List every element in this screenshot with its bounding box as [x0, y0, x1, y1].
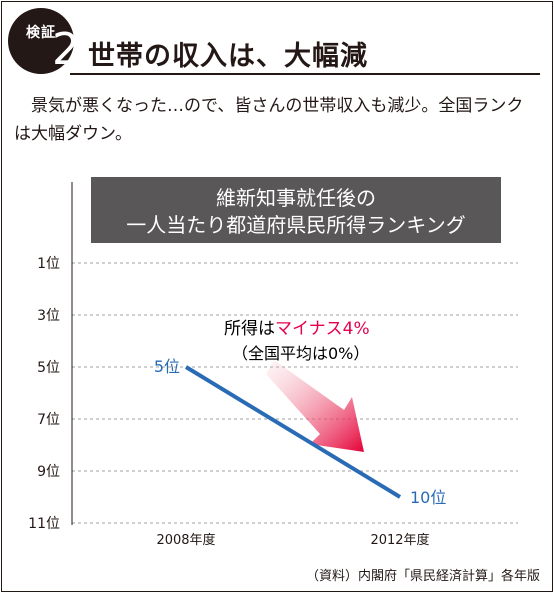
source-note: （資料）内閣府「県民経済計算」各年版 — [305, 569, 540, 584]
annotation-prefix: 所得は — [224, 319, 275, 339]
y-tick-label: 9位 — [37, 464, 60, 480]
y-tick-label: 1位 — [37, 256, 60, 272]
badge-number: 2 — [52, 24, 80, 75]
x-tick-label: 2012年度 — [370, 532, 429, 548]
series-line — [184, 365, 402, 499]
gridlines — [72, 262, 518, 524]
verification-badge: 検証 2 — [8, 8, 80, 74]
ranking-chart: 1位 3位 5位 7位 9位 11位 維新知事就任後の 一人当たり都道府県民所得ランキング… — [8, 152, 544, 584]
y-axis: 1位 3位 5位 7位 9位 11位 — [28, 182, 73, 532]
x-axis-labels: 2008年度 2012年度 — [156, 532, 429, 548]
chart-title-line-2: 一人当たり都道府県民所得ランキング — [126, 213, 465, 237]
annotation-line-1: 所得はマイナス4% — [224, 319, 370, 339]
decline-arrow — [266, 360, 364, 452]
point-label: 5位 — [154, 357, 180, 376]
x-tick-label: 2008年度 — [156, 532, 215, 548]
y-tick-label: 11位 — [28, 516, 60, 532]
point-label: 10位 — [410, 488, 446, 507]
page-title: 世帯の収入は、大幅減 — [88, 41, 368, 72]
title-underline — [70, 73, 540, 75]
arrow-shape — [266, 360, 364, 452]
badge-label: 検証 — [26, 25, 56, 41]
y-tick-label: 3位 — [37, 308, 60, 324]
y-tick-label: 5位 — [37, 360, 60, 376]
chart-title-line-1: 維新知事就任後の — [216, 186, 376, 210]
lead-paragraph: 景気が悪くなった…ので、皆さんの世帯収入も減少。全国ランクは大幅ダウン。 — [14, 96, 524, 144]
annotation-highlight: マイナス4% — [275, 319, 370, 339]
series-ranking: 5位 10位 — [154, 357, 447, 507]
y-tick-label: 7位 — [37, 412, 60, 428]
chart-title-box — [91, 177, 501, 243]
chart-svg: 1位 3位 5位 7位 9位 11位 維新知事就任後の 一人当たり都道府県民所得ランキング… — [28, 177, 518, 548]
annotation-line-2: （全国平均は0%） — [232, 344, 369, 363]
